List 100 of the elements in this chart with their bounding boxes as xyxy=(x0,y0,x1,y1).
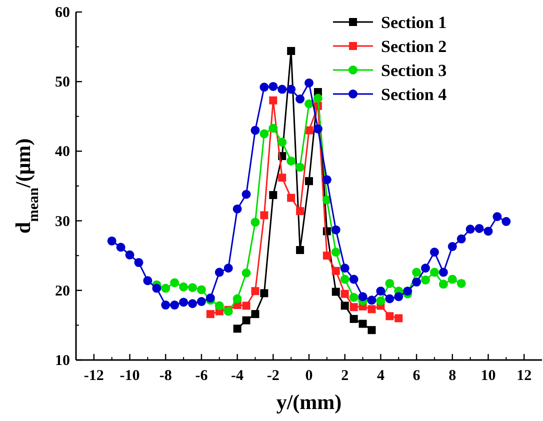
x-tick-label: -8 xyxy=(159,368,172,384)
x-tick-label: -6 xyxy=(195,368,208,384)
point xyxy=(286,84,296,94)
point xyxy=(232,294,242,304)
point xyxy=(179,282,188,292)
point xyxy=(125,250,134,260)
y-tick-label: 40 xyxy=(55,144,70,160)
legend-label: Section 4 xyxy=(381,85,448,104)
point xyxy=(456,278,466,288)
point xyxy=(296,162,305,172)
point xyxy=(214,301,224,310)
point xyxy=(296,246,304,254)
point xyxy=(412,278,422,287)
point xyxy=(107,236,116,246)
x-tick-label: -12 xyxy=(84,368,104,384)
point xyxy=(260,211,268,220)
point xyxy=(242,190,251,199)
point xyxy=(287,194,296,202)
point xyxy=(484,226,493,236)
point xyxy=(448,274,457,284)
point xyxy=(332,288,340,296)
x-tick-label: 6 xyxy=(412,368,421,384)
point xyxy=(474,224,484,233)
point xyxy=(188,283,197,292)
point xyxy=(368,305,376,314)
point xyxy=(232,204,242,214)
point xyxy=(456,234,466,244)
x-tick-label: 0 xyxy=(305,368,313,384)
point xyxy=(492,212,502,222)
point xyxy=(350,303,358,312)
point xyxy=(242,268,251,278)
point xyxy=(349,274,358,284)
point xyxy=(260,82,269,92)
point xyxy=(438,280,448,289)
y-tick-label: 50 xyxy=(55,74,70,91)
point xyxy=(268,124,278,133)
point xyxy=(313,124,322,134)
point xyxy=(322,252,331,260)
point xyxy=(305,177,313,186)
point xyxy=(161,300,170,310)
point xyxy=(448,242,457,252)
point xyxy=(260,129,269,138)
point xyxy=(304,99,314,108)
point xyxy=(349,292,358,302)
point xyxy=(161,284,170,293)
point xyxy=(376,286,386,296)
point xyxy=(250,218,260,227)
point xyxy=(394,314,403,322)
point xyxy=(287,46,296,55)
point xyxy=(331,225,340,234)
point xyxy=(170,278,180,288)
point xyxy=(206,310,214,318)
x-tick-label: -10 xyxy=(120,368,140,384)
legend-label: Section 2 xyxy=(381,37,447,56)
point xyxy=(403,286,412,296)
point xyxy=(242,316,250,324)
point xyxy=(251,287,260,296)
point xyxy=(340,290,349,298)
point xyxy=(466,224,475,234)
x-tick-label: 2 xyxy=(341,368,349,384)
legend-label: Section 1 xyxy=(381,13,447,32)
point xyxy=(386,312,394,320)
point xyxy=(412,268,422,277)
point xyxy=(340,302,349,310)
point xyxy=(143,276,152,286)
point xyxy=(376,296,386,306)
point xyxy=(502,216,511,226)
point xyxy=(188,299,197,308)
point xyxy=(278,84,287,94)
point xyxy=(331,248,340,257)
point xyxy=(340,264,350,273)
point xyxy=(394,292,404,302)
point xyxy=(196,297,206,306)
y-tick-label: 10 xyxy=(55,353,70,369)
legend-label: Section 3 xyxy=(381,61,447,80)
point xyxy=(368,326,376,334)
point xyxy=(196,285,206,294)
point xyxy=(340,274,350,284)
point xyxy=(224,264,233,273)
y-tick-label: 60 xyxy=(55,5,70,21)
point xyxy=(430,268,439,277)
point xyxy=(322,175,332,184)
y-tick-label: 30 xyxy=(55,214,70,230)
point xyxy=(296,94,305,104)
point xyxy=(313,94,322,103)
point xyxy=(430,248,439,257)
point xyxy=(421,264,430,273)
point xyxy=(278,174,286,182)
x-tick-label: 10 xyxy=(480,368,496,384)
point xyxy=(286,156,296,166)
y-tick-label: 20 xyxy=(55,283,70,300)
point xyxy=(116,242,126,252)
point xyxy=(278,138,287,147)
point xyxy=(269,191,278,200)
point xyxy=(350,314,358,323)
point xyxy=(358,292,368,302)
point xyxy=(385,278,394,288)
point xyxy=(233,324,242,333)
point xyxy=(250,126,260,135)
point xyxy=(358,320,367,328)
